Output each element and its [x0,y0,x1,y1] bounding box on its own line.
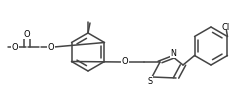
Text: O: O [48,43,54,52]
Text: O: O [24,29,30,39]
Text: S: S [147,77,153,85]
Text: N: N [170,49,176,58]
Text: O: O [122,57,128,66]
Text: O: O [12,43,18,52]
Text: Cl: Cl [221,23,230,32]
